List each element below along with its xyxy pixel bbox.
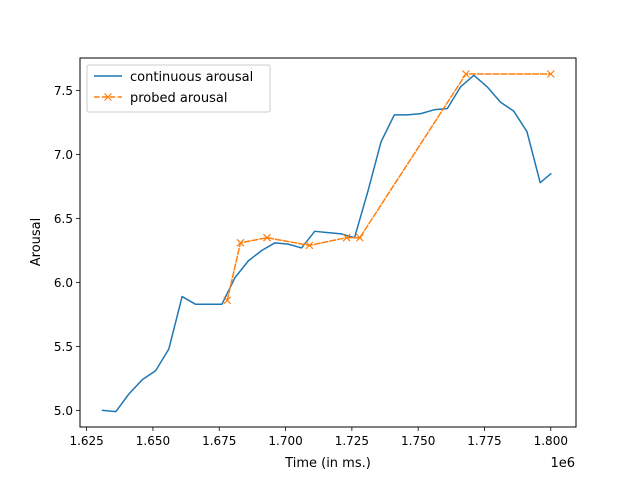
data-point-marker [236,238,245,247]
y-axis-ticks: 5.0 5.5 6.0 6.5 7.0 7.5 [54,84,80,418]
legend-marker-probed [104,93,112,101]
y-axis-label: Arousal [29,218,44,267]
series-line-1 [226,73,552,302]
x-axis-label: Time (in ms.) [284,456,371,471]
legend-box [86,64,271,113]
legend-label-continuous: continuous arousal [130,70,253,85]
y-tick-label: 7.0 [54,148,73,162]
x-tick-label: 1.800 [534,434,568,448]
y-tick-label: 7.5 [54,84,73,98]
data-point-marker [546,70,555,78]
x-tick-label: 1.750 [401,434,435,448]
data-point-marker [355,233,364,242]
data-point-marker [223,296,232,305]
x-tick-label: 1.625 [69,434,103,448]
x-tick-label: 1.775 [467,434,501,448]
data-point-marker [462,70,470,78]
y-tick-label: 6.5 [54,212,73,226]
x-tick-label: 1.700 [268,434,302,448]
data-point-marker [305,241,314,250]
data-point-marker [263,233,271,242]
x-tick-label: 1.725 [335,434,369,448]
y-tick-label: 5.0 [54,404,73,418]
x-tick-label: 1.650 [136,434,170,448]
x-tick-label: 1.675 [202,434,236,448]
x-axis-ticks: 1.625 1.650 1.675 1.700 1.725 1.750 1.775 1.800 [69,427,568,448]
plot-area-frame [79,57,577,428]
legend-label-probed: probed arousal [130,91,227,106]
series-line-0 [101,74,552,413]
series-layer [101,70,555,413]
legend: continuous arousal probed arousal [86,64,271,113]
y-tick-label: 6.0 [54,276,73,290]
x-axis-offset-label: 1e6 [550,456,575,471]
y-tick-label: 5.5 [54,340,73,354]
data-point-marker [342,233,351,242]
